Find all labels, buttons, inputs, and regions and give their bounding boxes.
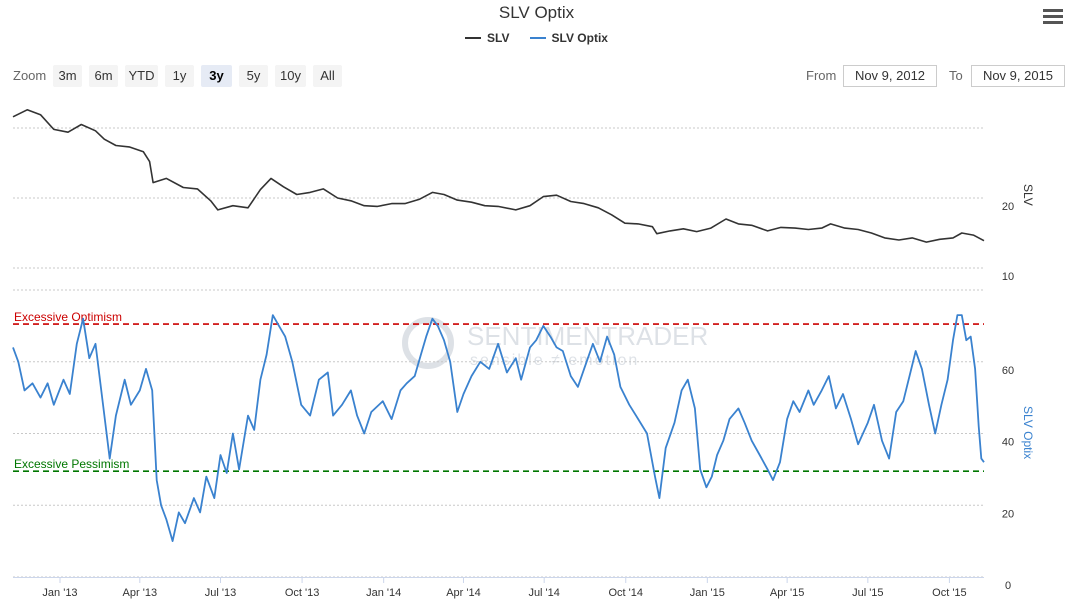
zoom-button-10y[interactable]: 10y xyxy=(275,65,306,87)
legend-swatch-slv-optix xyxy=(529,37,546,39)
legend-swatch-slv xyxy=(465,37,482,39)
x-tick-label: Oct '14 xyxy=(608,587,643,599)
y-tick-label: 0 xyxy=(1005,580,1011,592)
grid-top xyxy=(13,127,984,269)
watermark-logo-icon xyxy=(402,317,454,369)
zoom-button-1y[interactable]: 1y xyxy=(165,65,194,87)
y-tick-label: 60 xyxy=(1002,365,1014,377)
x-tick-label: Apr '14 xyxy=(446,587,481,599)
legend: SLV SLV Optix xyxy=(0,31,1073,45)
optix-axis-title: SLV Optix xyxy=(1021,406,1035,459)
legend-item-slv[interactable]: SLV xyxy=(465,31,510,45)
x-tick-label: Jul '15 xyxy=(852,587,883,599)
reference-lines: Excessive Optimism Excessive Pessimism xyxy=(13,310,984,472)
x-tick-label: Apr '13 xyxy=(123,587,158,599)
y-tick-labels: 10 20 0 20 40 60 xyxy=(1002,201,1014,592)
y-tick-label: 20 xyxy=(1002,508,1014,520)
reference-line-label: Excessive Pessimism xyxy=(14,457,129,471)
zoom-button-5y[interactable]: 5y xyxy=(239,65,268,87)
zoom-button-6m[interactable]: 6m xyxy=(89,65,118,87)
x-tick-label: Apr '15 xyxy=(770,587,805,599)
series-lines xyxy=(12,109,985,542)
to-label: To xyxy=(949,68,963,83)
x-tick-label: Oct '13 xyxy=(285,587,320,599)
legend-label-slv-optix: SLV Optix xyxy=(551,31,608,45)
zoom-button-3y[interactable]: 3y xyxy=(201,65,232,87)
x-axis: Jan '13 Apr '13 Jul '13 Oct '13 Jan '14 Apr '… xyxy=(13,577,984,599)
legend-item-slv-optix[interactable]: SLV Optix xyxy=(529,31,608,45)
to-date-input[interactable]: Nov 9, 2015 xyxy=(971,65,1065,87)
x-tick-label: Jul '14 xyxy=(528,587,559,599)
series-line-slv-optix xyxy=(12,314,985,542)
y-tick-label: 20 xyxy=(1002,201,1014,213)
x-tick-label: Jan '13 xyxy=(42,587,77,599)
watermark-main: SENTIMENTRADER xyxy=(467,321,708,351)
x-tick-label: Jan '14 xyxy=(366,587,401,599)
legend-label-slv: SLV xyxy=(487,31,510,45)
y-tick-label: 10 xyxy=(1002,271,1014,283)
chart-title: SLV Optix xyxy=(498,3,575,22)
zoom-label: Zoom xyxy=(13,68,47,83)
from-label: From xyxy=(806,68,837,83)
watermark: SENTIMENTRADER sensible ≠ emotion xyxy=(402,317,708,369)
x-tick-label: Jan '15 xyxy=(690,587,725,599)
x-tick-label: Oct '15 xyxy=(932,587,967,599)
series-line-slv xyxy=(12,109,985,243)
y-tick-label: 40 xyxy=(1002,437,1014,449)
x-tick-label: Jul '13 xyxy=(205,587,236,599)
menu-icon[interactable] xyxy=(1043,9,1063,25)
reference-line-label: Excessive Optimism xyxy=(14,310,122,324)
zoom-button-all[interactable]: All xyxy=(313,65,342,87)
slv-axis-title: SLV xyxy=(1021,184,1035,206)
zoom-button-3m[interactable]: 3m xyxy=(53,65,82,87)
from-date-input[interactable]: Nov 9, 2012 xyxy=(843,65,937,87)
zoom-button-ytd[interactable]: YTD xyxy=(125,65,158,87)
